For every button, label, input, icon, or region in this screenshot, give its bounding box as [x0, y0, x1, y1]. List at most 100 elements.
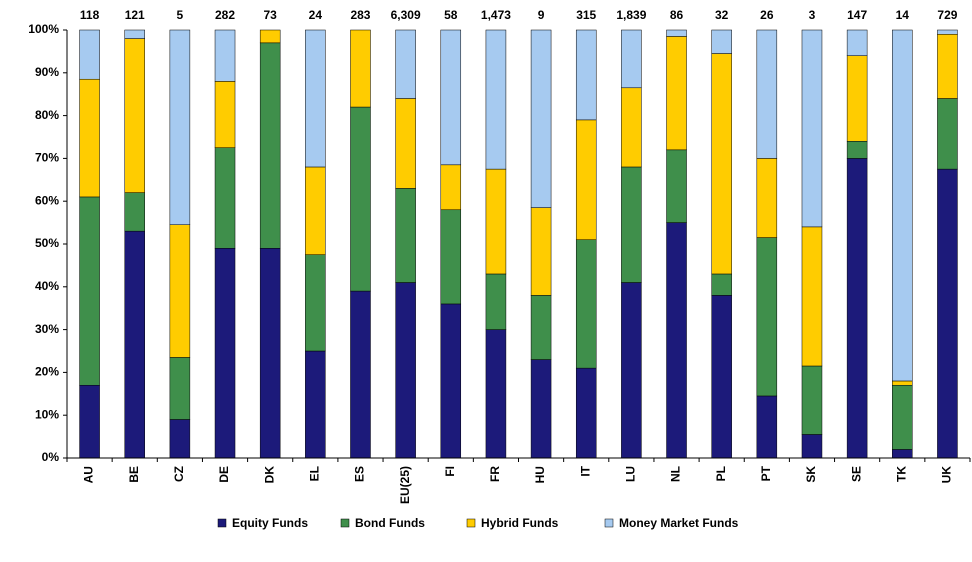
bar-segment [259, 42, 281, 249]
x-tick-label: ES [353, 466, 367, 482]
legend-label: Bond Funds [355, 516, 425, 530]
bar-segment [259, 29, 281, 44]
x-tick-label: IT [578, 465, 592, 476]
bar-segment [892, 449, 913, 459]
x-tick-label: FR [488, 466, 502, 482]
x-tick-label: HU [533, 466, 547, 483]
bar-segment [711, 29, 732, 54]
total-label: 58 [444, 8, 458, 22]
bar-segment [756, 29, 778, 159]
bar-segment [169, 224, 191, 358]
bar-segment [485, 29, 507, 170]
y-tick-label: 10% [35, 407, 59, 421]
bar-segment [892, 384, 913, 450]
bar-segment [440, 164, 462, 211]
bar-segment [756, 395, 778, 459]
bar-segment [440, 209, 462, 305]
legend-label: Equity Funds [232, 516, 308, 530]
bar-segment [756, 158, 778, 238]
y-tick-label: 100% [28, 22, 59, 36]
bar-segment [440, 303, 462, 459]
bar-segment [937, 98, 958, 170]
bar-segment [575, 367, 597, 459]
x-tick-label: SK [804, 466, 818, 483]
x-tick-label: DE [217, 466, 231, 483]
bar-segment [440, 29, 462, 166]
x-tick-label: NL [669, 466, 683, 482]
total-label: 118 [80, 8, 100, 22]
bar-segment [621, 29, 642, 89]
y-tick-label: 20% [35, 365, 59, 379]
bar-segment [621, 87, 642, 168]
bar-segment [169, 419, 191, 459]
bar-segment [214, 81, 236, 148]
x-tick-label: EU(25) [398, 466, 412, 504]
bar-segment [575, 29, 597, 121]
bar-segment [846, 141, 868, 159]
y-tick-label: 50% [35, 236, 59, 250]
x-tick-label: AU [82, 466, 96, 483]
bar-segment [801, 434, 823, 459]
legend-label: Hybrid Funds [481, 516, 559, 530]
x-tick-label: PL [714, 466, 728, 481]
bar-segment [79, 78, 100, 198]
total-label: 9 [538, 8, 545, 22]
x-tick-label: DK [262, 466, 276, 484]
x-tick-label: CZ [172, 466, 186, 482]
bar-segment [892, 29, 913, 382]
total-label: 147 [847, 8, 867, 22]
bar-segment [395, 29, 416, 99]
total-label: 5 [177, 8, 184, 22]
bar-segment [801, 365, 823, 435]
bar-segment [666, 29, 687, 37]
y-tick-label: 90% [35, 65, 59, 79]
bar-segment [666, 36, 687, 151]
bar-segment [79, 384, 100, 459]
bar-segment [259, 248, 281, 459]
total-label: 729 [937, 8, 957, 22]
x-tick-label: BE [127, 466, 141, 483]
bar-segment [350, 106, 371, 292]
x-tick-label: PT [759, 465, 773, 481]
bar-segment [124, 230, 145, 459]
bar-segment [530, 207, 552, 296]
legend-swatch [466, 518, 476, 528]
total-label: 1,839 [616, 8, 646, 22]
bar-segment [621, 166, 642, 283]
bar-segment [711, 273, 732, 296]
bar-segment [575, 119, 597, 240]
bar-segment [169, 29, 191, 225]
bar-segment [214, 29, 236, 82]
y-tick-label: 80% [35, 108, 59, 122]
total-label: 24 [309, 8, 323, 22]
total-label: 282 [215, 8, 235, 22]
x-tick-label: LU [624, 466, 638, 482]
bar-segment [756, 237, 778, 397]
bar-segment [395, 282, 416, 459]
bar-segment [305, 350, 326, 459]
bar-segment [892, 380, 913, 386]
bar-segment [666, 222, 687, 459]
x-tick-label: SE [849, 466, 863, 482]
total-label: 6,309 [391, 8, 421, 22]
bar-segment [485, 168, 507, 275]
bar-segment [937, 29, 958, 35]
y-tick-label: 60% [35, 193, 59, 207]
bar-segment [575, 239, 597, 369]
bar-segment [937, 168, 958, 459]
bar-segment [801, 226, 823, 367]
x-tick-label: TK [894, 466, 908, 482]
total-label: 32 [715, 8, 729, 22]
bar-segment [801, 29, 823, 228]
total-label: 14 [896, 8, 910, 22]
bar-segment [124, 192, 145, 232]
y-tick-label: 70% [35, 151, 59, 165]
bar-segment [530, 359, 552, 459]
bar-segment [124, 29, 145, 39]
total-label: 283 [350, 8, 370, 22]
bar-segment [846, 29, 868, 56]
bar-segment [79, 29, 100, 80]
bar-segment [846, 55, 868, 142]
total-label: 26 [760, 8, 774, 22]
